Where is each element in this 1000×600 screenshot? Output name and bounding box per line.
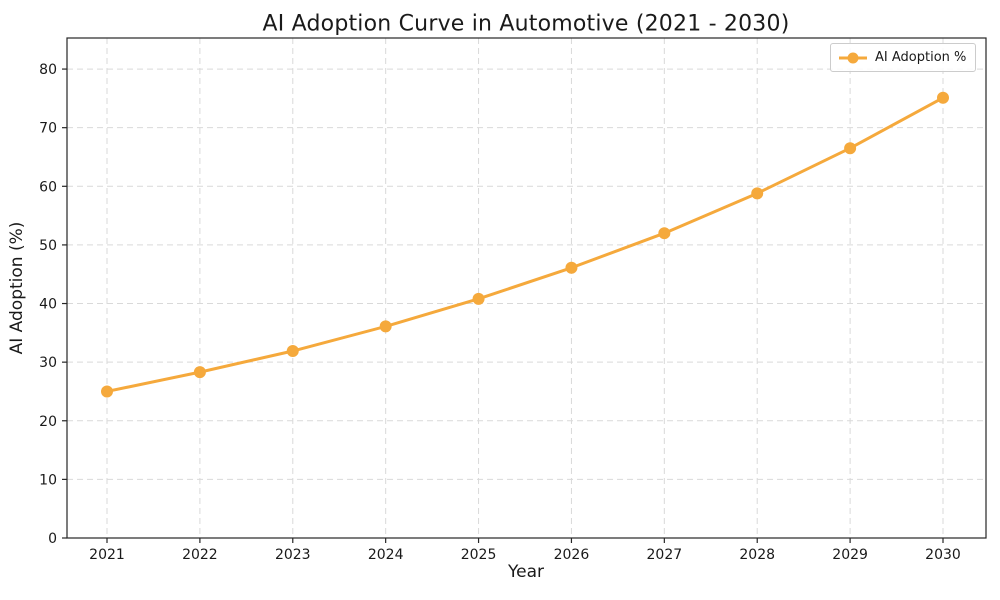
legend: AI Adoption % [830,43,976,72]
chart-title: AI Adoption Curve in Automotive (2021 - … [262,11,790,37]
y-tick-label: 80 [39,62,57,78]
y-tick-label: 40 [39,297,57,313]
y-tick-label: 30 [39,355,57,371]
data-point [658,227,671,240]
series-line [105,96,945,393]
data-point [472,292,485,305]
x-axis-label: Year [508,562,544,582]
y-tick-label: 10 [39,472,57,488]
y-tick-label: 20 [39,414,57,430]
x-tick-label: 2028 [739,547,775,563]
y-tick-label: 60 [39,179,57,195]
y-tick-label: 50 [39,238,57,254]
data-point [844,142,857,155]
y-tick-label: 70 [39,121,57,137]
x-tick-label: 2025 [461,547,497,563]
x-tick-label: 2021 [89,547,125,563]
x-tick-label: 2030 [925,547,961,563]
data-point [101,385,113,398]
data-point [193,366,206,379]
y-tick-label: 0 [48,531,57,547]
x-tick-label: 2027 [647,547,683,563]
x-tick-label: 2029 [832,547,868,563]
legend-line-marker-icon [839,52,867,63]
data-point [565,261,578,274]
data-point [286,345,299,358]
x-tick-label: 2023 [275,547,311,563]
x-tick-label: 2022 [182,547,218,563]
plot-border [66,37,987,539]
data-point [937,91,949,104]
data-point [379,320,392,333]
legend-label: AI Adoption % [875,50,967,65]
x-tick-label: 2024 [368,547,404,563]
data-point [751,187,764,200]
x-tick-label: 2026 [554,547,590,563]
